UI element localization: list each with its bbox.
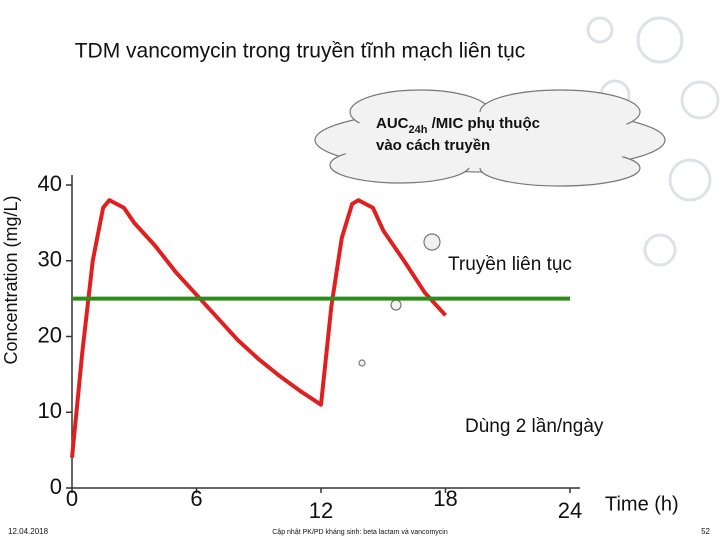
y-tick-label: 0 — [50, 474, 62, 499]
x-axis-label: Time (h) — [605, 493, 679, 515]
series-line — [70, 198, 447, 458]
x-tick-label: 24 — [558, 498, 582, 523]
thought-cloud — [314, 89, 666, 367]
x-tick-label: 0 — [66, 486, 78, 511]
plot: 0 10 20 30 40 0 6 12 18 24 Dùng 2 lần/ngày Truyền l… — [38, 171, 604, 523]
x-tick-label: 6 — [190, 486, 202, 511]
y-tick-label: 40 — [38, 171, 62, 196]
x-tick-label: 12 — [309, 498, 333, 523]
y-tick-label: 10 — [38, 398, 62, 423]
y-axis-label: Concentration (mg/L) — [1, 195, 21, 364]
y-tick-label: 30 — [38, 247, 62, 272]
x-tick-label: 18 — [433, 486, 457, 511]
footer-date: 12.04.2018 — [8, 527, 49, 536]
background-cells — [586, 16, 720, 267]
series-label: Truyền liên tục — [448, 254, 572, 275]
annotation: vào cách truyền — [376, 137, 490, 154]
y-tick-label: 20 — [38, 322, 62, 347]
footer-text: Cập nhật PK/PD kháng sinh: beta lactam v… — [272, 529, 448, 536]
page-number: 52 — [701, 527, 710, 536]
chart-title: TDM vancomycin trong truyền tĩnh mạch li… — [75, 40, 526, 63]
annotation: AUC24h /MIC phụ thuộc — [376, 115, 540, 136]
series-label: Dùng 2 lần/ngày — [465, 416, 604, 437]
